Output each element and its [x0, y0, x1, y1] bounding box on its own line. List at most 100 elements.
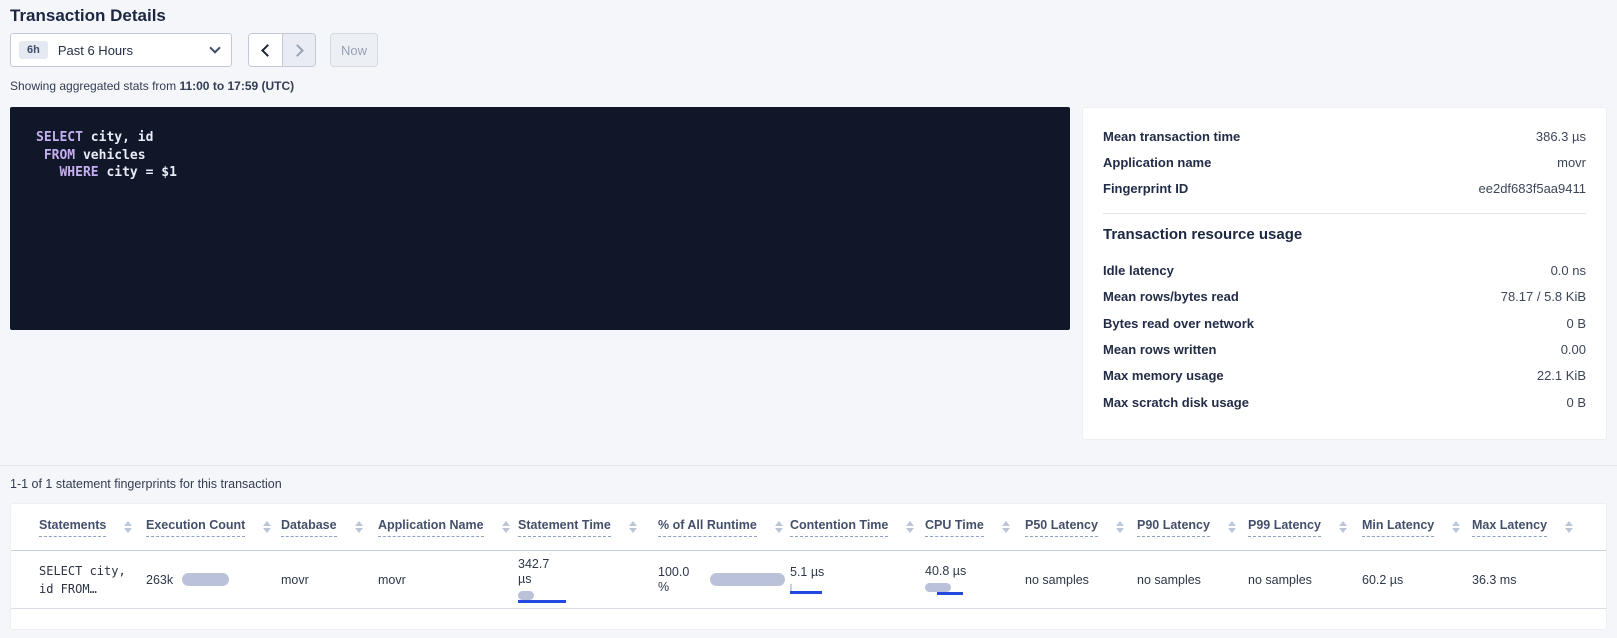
- stat-value: 0.0 ns: [1550, 262, 1586, 278]
- summary-stat-row: Mean transaction time 386.3 µs: [1103, 123, 1586, 149]
- cell-statement[interactable]: SELECT city, id FROM…: [39, 563, 126, 596]
- sort-icon[interactable]: [1001, 521, 1010, 533]
- sort-icon[interactable]: [1338, 521, 1347, 533]
- sort-icon[interactable]: [354, 521, 363, 533]
- stat-label: Mean transaction time: [1103, 128, 1241, 144]
- resource-stat-row: Bytes read over network 0 B: [1103, 310, 1586, 336]
- sort-icon[interactable]: [906, 521, 915, 533]
- sort-icon[interactable]: [1565, 521, 1574, 533]
- cell-application-name: movr: [378, 572, 406, 587]
- resource-stat-row: Max memory usage 22.1 KiB: [1103, 363, 1586, 389]
- sort-icon[interactable]: [1452, 521, 1461, 533]
- stat-label: Mean rows written: [1103, 342, 1217, 358]
- column-header-max-latency[interactable]: Max Latency: [1472, 518, 1602, 537]
- sort-icon[interactable]: [501, 521, 510, 533]
- transaction-summary-panel: Mean transaction time 386.3 µs Application…: [1082, 107, 1607, 440]
- aggregated-stats-note: Showing aggregated stats from 11:00 to 1…: [10, 79, 294, 93]
- column-header-p90-latency[interactable]: P90 Latency: [1137, 518, 1248, 537]
- time-controls: 6h Past 6 Hours Now: [10, 33, 378, 67]
- column-header-label: P50 Latency: [1025, 518, 1098, 537]
- column-header-label: % of All Runtime: [658, 518, 757, 537]
- column-header-statement-time[interactable]: Statement Time: [518, 518, 658, 537]
- resource-stat-row: Mean rows/bytes read 78.17 / 5.8 KiB: [1103, 284, 1586, 310]
- time-range-label: Past 6 Hours: [57, 42, 133, 58]
- column-header-label: Statements: [39, 518, 107, 537]
- column-header-label: Min Latency: [1362, 518, 1435, 537]
- time-step-buttons: [248, 33, 316, 67]
- stat-label: Max memory usage: [1103, 368, 1224, 384]
- summary-divider: [1103, 213, 1586, 215]
- prev-time-button[interactable]: [249, 34, 282, 66]
- execution-count-bar: [182, 573, 230, 586]
- stat-value: 78.17 / 5.8 KiB: [1500, 289, 1586, 305]
- sort-icon[interactable]: [628, 521, 637, 533]
- stat-value: ee2df683f5aa9411: [1478, 181, 1586, 197]
- pct-runtime-bar: [710, 573, 785, 586]
- table-header-row: Statements Execution Count Database Applica…: [11, 504, 1606, 551]
- next-time-button[interactable]: [282, 34, 315, 66]
- column-header--of-all-runtime[interactable]: % of All Runtime: [658, 518, 790, 537]
- time-range-dropdown[interactable]: 6h Past 6 Hours: [10, 33, 232, 67]
- note-prefix: Showing aggregated stats from: [10, 79, 177, 93]
- stat-label: Bytes read over network: [1103, 315, 1255, 331]
- resource-stat-row: Idle latency 0.0 ns: [1103, 257, 1586, 283]
- column-header-application-name[interactable]: Application Name: [378, 518, 518, 537]
- column-header-database[interactable]: Database: [281, 518, 378, 537]
- column-header-p50-latency[interactable]: P50 Latency: [1025, 518, 1137, 537]
- column-header-statements[interactable]: Statements: [39, 518, 146, 537]
- cell-p90-latency: no samples: [1137, 572, 1201, 587]
- sort-icon[interactable]: [1115, 521, 1124, 533]
- stat-label: Max scratch disk usage: [1103, 394, 1249, 410]
- statement-time-bar: [518, 590, 566, 603]
- column-header-min-latency[interactable]: Min Latency: [1362, 518, 1472, 537]
- cell-cpu-time: 40.8 µs: [925, 564, 1025, 595]
- cell-min-latency: 60.2 µs: [1362, 572, 1404, 587]
- chevron-right-icon: [291, 43, 304, 57]
- column-header-label: Database: [281, 518, 337, 537]
- page-title: Transaction Details: [10, 6, 166, 25]
- statements-count-caption: 1-1 of 1 statement fingerprints for this…: [10, 477, 282, 491]
- column-header-execution-count[interactable]: Execution Count: [146, 518, 281, 537]
- cell-execution-count: 263k: [146, 573, 281, 587]
- column-header-p99-latency[interactable]: P99 Latency: [1248, 518, 1362, 537]
- statements-table: Statements Execution Count Database Applica…: [10, 503, 1607, 630]
- cell-statement-time: 342.7 µs: [518, 557, 658, 603]
- stat-value: 0 B: [1566, 394, 1586, 410]
- cell-contention-time: 5.1 µs: [790, 565, 925, 594]
- stat-value: 0.00: [1560, 342, 1586, 358]
- stat-value: 386.3 µs: [1535, 128, 1586, 144]
- stat-value: 22.1 KiB: [1536, 368, 1586, 384]
- now-button[interactable]: Now: [330, 33, 378, 67]
- stat-label: Mean rows/bytes read: [1103, 289, 1239, 305]
- column-header-label: Execution Count: [146, 518, 246, 537]
- stat-value: 0 B: [1566, 315, 1586, 331]
- column-header-label: Application Name: [378, 518, 484, 537]
- column-header-label: P99 Latency: [1248, 518, 1321, 537]
- stat-label: Idle latency: [1103, 262, 1174, 278]
- resource-rows: Idle latency 0.0 ns Mean rows/bytes read 78…: [1103, 257, 1586, 415]
- column-header-label: P90 Latency: [1137, 518, 1210, 537]
- cell-max-latency: 36.3 ms: [1472, 572, 1517, 587]
- cell-pct-runtime: 100.0 %: [658, 565, 790, 595]
- cell-p50-latency: no samples: [1025, 572, 1089, 587]
- column-header-label: CPU Time: [925, 518, 984, 537]
- sql-statement-box: SELECT city, id FROM vehicles WHERE city…: [10, 107, 1070, 330]
- sort-icon[interactable]: [774, 521, 783, 533]
- summary-stat-row: Application name movr: [1103, 149, 1586, 175]
- note-range: 11:00 to 17:59 (UTC): [179, 79, 295, 93]
- table-row: SELECT city, id FROM… 263k movr movr 342…: [11, 551, 1606, 609]
- sort-icon[interactable]: [124, 521, 133, 533]
- sort-icon[interactable]: [263, 521, 272, 533]
- time-range-badge: 6h: [19, 41, 48, 59]
- column-header-cpu-time[interactable]: CPU Time: [925, 518, 1025, 537]
- column-header-contention-time[interactable]: Contention Time: [790, 518, 925, 537]
- stat-label: Application name: [1103, 155, 1212, 171]
- section-divider: [0, 465, 1617, 466]
- column-header-label: Max Latency: [1472, 518, 1548, 537]
- chevron-left-icon: [260, 43, 274, 57]
- summary-stat-row: Fingerprint ID ee2df683f5aa9411: [1103, 176, 1586, 202]
- stat-value: movr: [1557, 155, 1586, 171]
- sort-icon[interactable]: [1227, 521, 1236, 533]
- cpu-time-bar: [925, 583, 965, 595]
- summary-rows: Mean transaction time 386.3 µs Application…: [1103, 123, 1586, 202]
